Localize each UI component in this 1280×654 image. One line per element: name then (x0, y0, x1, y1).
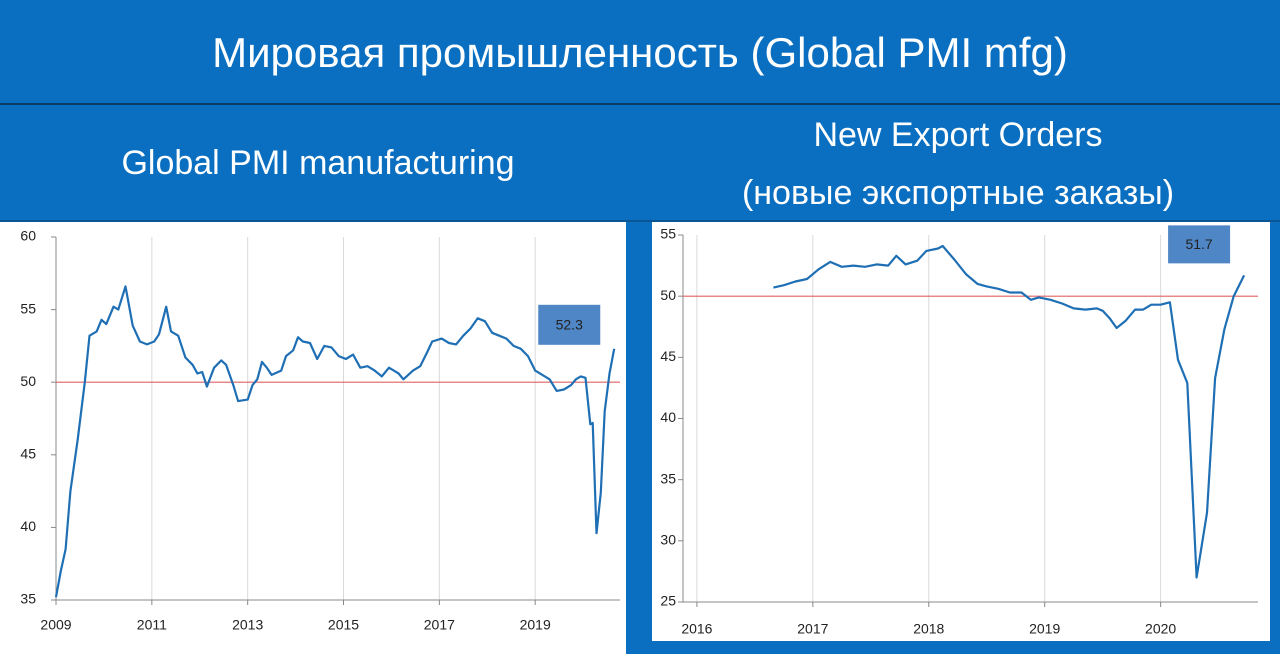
y-tick-label: 40 (20, 518, 36, 534)
y-tick-label: 40 (660, 409, 676, 425)
data-line (54, 285, 616, 598)
chart-title: (новые экспортные заказы) (742, 174, 1174, 212)
x-tick-label: 2020 (1145, 621, 1176, 637)
x-tick-label: 2017 (424, 617, 455, 633)
y-tick-label: 50 (20, 373, 36, 389)
annotation: 52.3 (556, 317, 583, 333)
y-tick-label: 55 (660, 226, 676, 242)
chart-panel (652, 222, 1270, 641)
x-tick-label: 2018 (913, 621, 944, 637)
chart: 2009 2011 2013 2015 2017 2019 35 40 45 50 55 60 52.3 (20, 228, 620, 633)
chart-panel (0, 222, 626, 654)
y-tick-label: 45 (660, 348, 676, 364)
data-line (773, 244, 1246, 579)
x-tick-label: 2017 (797, 621, 828, 637)
x-tick-label: 2015 (328, 617, 359, 633)
slide-title: Мировая промышленность (Global PMI mfg) (212, 29, 1068, 76)
x-tick-label: 2013 (232, 617, 263, 633)
x-tick-label: 2016 (681, 621, 712, 637)
annotation: 51.7 (1185, 236, 1212, 252)
y-tick-label: 30 (660, 532, 676, 548)
y-tick-label: 35 (660, 470, 676, 486)
y-tick-label: 45 (20, 446, 36, 462)
x-tick-label: 2019 (520, 617, 551, 633)
x-tick-label: 2019 (1029, 621, 1060, 637)
y-tick-label: 55 (20, 300, 36, 316)
chart-title: New Export Orders (813, 116, 1102, 154)
chart-title: Global PMI manufacturing (121, 144, 514, 182)
y-tick-label: 25 (660, 593, 676, 609)
x-tick-label: 2009 (40, 617, 71, 633)
annotation-box (538, 304, 601, 345)
annotation-box (1168, 225, 1231, 264)
y-tick-label: 60 (20, 228, 36, 244)
x-tick-label: 2011 (137, 617, 167, 633)
y-tick-label: 35 (20, 591, 36, 607)
y-tick-label: 50 (660, 287, 676, 303)
chart: 2016 2017 2018 2019 2020 25 30 35 40 45 50 55 51.7 (660, 225, 1258, 637)
